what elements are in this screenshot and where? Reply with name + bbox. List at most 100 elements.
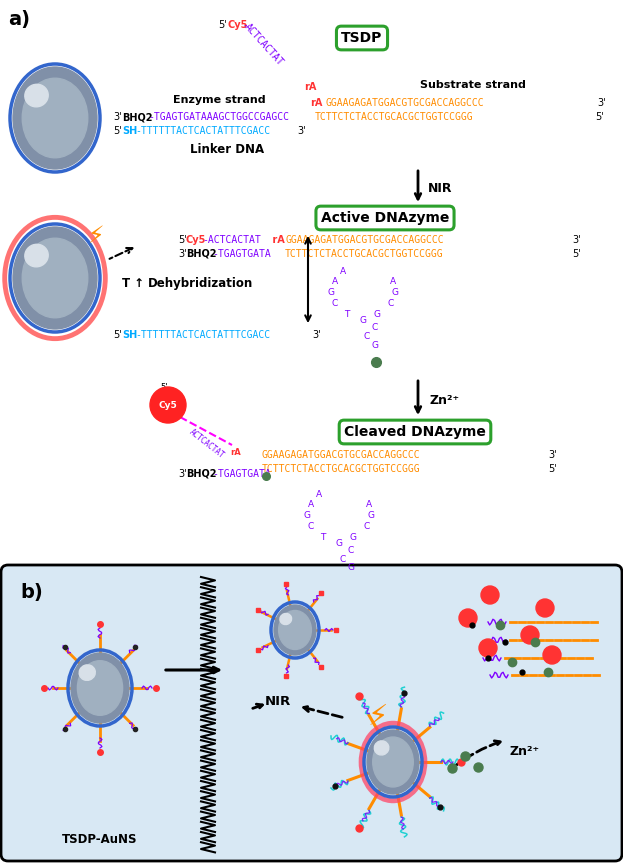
Text: 3': 3' — [178, 249, 187, 259]
Text: Zn²⁺: Zn²⁺ — [510, 745, 540, 758]
Text: -ACTCACTAT: -ACTCACTAT — [202, 235, 261, 245]
Text: b): b) — [20, 583, 43, 602]
Text: C: C — [308, 522, 314, 531]
Text: A: A — [332, 277, 338, 286]
Circle shape — [521, 626, 539, 644]
Text: A: A — [366, 500, 372, 509]
Text: T ↑: T ↑ — [122, 277, 144, 290]
Text: Enzyme strand: Enzyme strand — [173, 95, 265, 105]
Text: SH: SH — [122, 126, 137, 136]
Text: C: C — [372, 323, 378, 332]
Ellipse shape — [13, 227, 97, 329]
Ellipse shape — [280, 613, 292, 625]
Text: GGAAGAGATGGACGTGCGACCAGGCCC: GGAAGAGATGGACGTGCGACCAGGCCC — [326, 98, 485, 108]
Text: G: G — [392, 288, 399, 297]
Ellipse shape — [71, 653, 129, 723]
Text: BHQ2: BHQ2 — [186, 469, 217, 479]
Text: GGAAGAGATGGACGTGCGACCAGGCCC: GGAAGAGATGGACGTGCGACCAGGCCC — [285, 235, 444, 245]
Text: 3': 3' — [312, 330, 321, 340]
Text: G: G — [368, 511, 375, 520]
Text: ACTCACTAT: ACTCACTAT — [242, 22, 285, 68]
Text: A: A — [390, 277, 396, 286]
Text: rA: rA — [304, 82, 316, 92]
Ellipse shape — [13, 67, 97, 169]
Text: ⚡: ⚡ — [368, 703, 388, 731]
Text: Cy5: Cy5 — [186, 235, 206, 245]
Text: rA: rA — [269, 235, 285, 245]
Text: A: A — [316, 490, 322, 499]
Text: C: C — [340, 555, 346, 564]
Text: G: G — [372, 341, 379, 350]
Text: G: G — [304, 511, 311, 520]
Text: A: A — [340, 267, 346, 276]
Text: G: G — [348, 563, 355, 572]
Circle shape — [150, 387, 186, 423]
Ellipse shape — [373, 737, 413, 787]
Text: -TGAGTGATAAAGCTGGCCGAGCC: -TGAGTGATAAAGCTGGCCGAGCC — [148, 112, 289, 122]
Text: C: C — [332, 299, 338, 308]
Text: G: G — [374, 310, 381, 319]
Ellipse shape — [22, 79, 88, 158]
Text: 3': 3' — [178, 469, 187, 479]
Text: NIR: NIR — [428, 182, 452, 195]
Text: BHQ2: BHQ2 — [186, 249, 217, 259]
Text: TCTTCTCTACCTGCACGCTGGTCCGGG: TCTTCTCTACCTGCACGCTGGTCCGGG — [262, 464, 421, 474]
Text: 5': 5' — [113, 126, 121, 136]
Text: G: G — [350, 533, 357, 542]
Text: A: A — [308, 500, 314, 509]
Text: Active DNAzyme: Active DNAzyme — [321, 211, 449, 225]
Text: 3': 3' — [572, 235, 581, 245]
Text: C: C — [363, 522, 369, 531]
Circle shape — [481, 586, 499, 604]
Text: -TGAGTGATA: -TGAGTGATA — [212, 469, 271, 479]
Text: a): a) — [8, 10, 30, 29]
Ellipse shape — [77, 661, 123, 715]
Text: TCTTCTCTACCTGCACGCTGGTCCGGG: TCTTCTCTACCTGCACGCTGGTCCGGG — [315, 112, 473, 122]
Text: NIR: NIR — [265, 695, 291, 708]
Text: ⚡: ⚡ — [87, 224, 103, 248]
Text: 5': 5' — [178, 235, 187, 245]
Text: TSDP: TSDP — [341, 31, 383, 45]
Text: Dehybridization: Dehybridization — [148, 277, 254, 290]
Text: 5': 5' — [160, 383, 168, 392]
Circle shape — [536, 599, 554, 617]
Text: C: C — [387, 299, 393, 308]
Circle shape — [479, 639, 497, 657]
Text: T: T — [320, 533, 325, 542]
Text: BHQ2: BHQ2 — [122, 112, 153, 122]
Text: -TTTTTTACTCACTATTTCGACC: -TTTTTTACTCACTATTTCGACC — [135, 126, 270, 136]
Text: 3': 3' — [297, 126, 306, 136]
Text: ACTCACTAT: ACTCACTAT — [188, 427, 226, 460]
Text: 3': 3' — [597, 98, 606, 108]
Ellipse shape — [25, 245, 48, 267]
Text: -TGAGTGATA: -TGAGTGATA — [212, 249, 271, 259]
Ellipse shape — [278, 611, 312, 650]
Text: T: T — [344, 310, 350, 319]
Text: -TTTTTTACTCACTATTTCGACC: -TTTTTTACTCACTATTTCGACC — [135, 330, 270, 340]
Text: TCTTCTCTACCTGCACGCTGGTCCGGG: TCTTCTCTACCTGCACGCTGGTCCGGG — [285, 249, 444, 259]
FancyBboxPatch shape — [1, 565, 622, 861]
Text: Cy5: Cy5 — [228, 20, 249, 30]
Ellipse shape — [367, 730, 419, 794]
Text: 5': 5' — [595, 112, 604, 122]
Ellipse shape — [25, 85, 48, 107]
Text: 5': 5' — [572, 249, 581, 259]
Text: 5': 5' — [113, 330, 121, 340]
Ellipse shape — [79, 665, 95, 680]
Text: Cleaved DNAzyme: Cleaved DNAzyme — [344, 425, 486, 439]
Text: C: C — [364, 332, 370, 341]
Circle shape — [543, 646, 561, 664]
Text: G: G — [328, 288, 335, 297]
Ellipse shape — [374, 740, 389, 755]
Text: Zn²⁺: Zn²⁺ — [430, 394, 460, 407]
Text: G: G — [359, 316, 366, 325]
Text: GGAAGAGATGGACGTGCGACCAGGCCC: GGAAGAGATGGACGTGCGACCAGGCCC — [262, 450, 421, 460]
Text: 3': 3' — [113, 112, 121, 122]
Text: 3': 3' — [548, 450, 556, 460]
Text: 5': 5' — [218, 20, 227, 30]
Text: Linker DNA: Linker DNA — [190, 143, 264, 156]
Text: SH: SH — [122, 330, 137, 340]
Ellipse shape — [22, 238, 88, 318]
Text: C: C — [348, 546, 354, 555]
Text: TSDP-AuNS: TSDP-AuNS — [62, 833, 138, 846]
